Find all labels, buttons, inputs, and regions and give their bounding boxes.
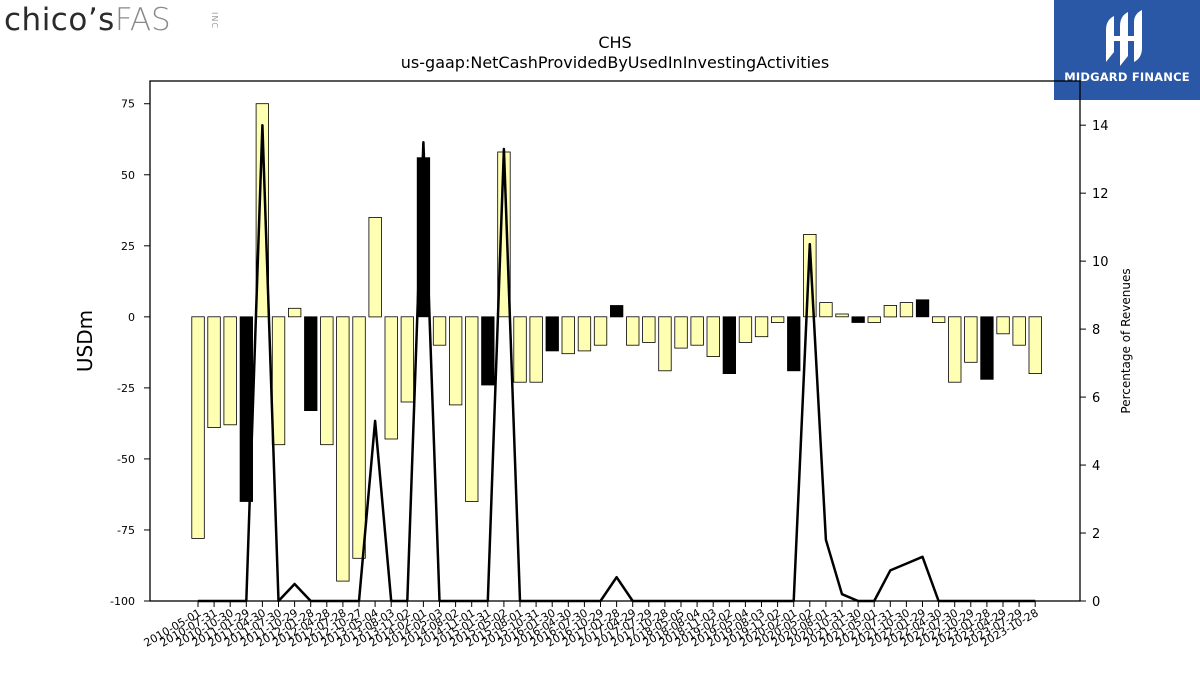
bar — [835, 313, 849, 318]
bar — [610, 305, 624, 318]
bar — [368, 216, 382, 318]
y-tick-label: 50 — [121, 169, 135, 182]
bar — [352, 316, 366, 559]
plot-frame — [149, 80, 1081, 602]
y-tick-label: -50 — [117, 453, 135, 466]
logo-brand-text: MIDGARD FINANCE — [1064, 70, 1190, 84]
y-tick-label: -100 — [110, 595, 135, 608]
bar — [626, 316, 640, 346]
logo-secondary-text: FAS — [114, 2, 171, 38]
bar — [642, 316, 656, 343]
bar — [787, 316, 801, 372]
bar — [1028, 316, 1042, 374]
bar — [481, 316, 495, 386]
bar — [754, 316, 769, 338]
bar — [336, 316, 350, 582]
bar — [674, 316, 688, 349]
bar — [948, 316, 962, 383]
midgard-finance-logo: MIDGARD FINANCE — [1054, 0, 1200, 100]
y-tick-label: 0 — [128, 311, 135, 324]
bar — [1012, 316, 1026, 346]
logo-suffix-text: INC — [210, 12, 219, 29]
y-tick-label: 75 — [121, 98, 135, 111]
bar — [915, 299, 930, 318]
bar — [384, 316, 398, 440]
bar — [658, 316, 672, 372]
bar — [207, 316, 221, 428]
bar — [577, 316, 592, 352]
bar — [980, 316, 994, 380]
y2-tick-label: 8 — [1092, 323, 1100, 338]
bar — [304, 316, 318, 411]
bar — [706, 316, 720, 357]
bar — [722, 316, 736, 374]
bar — [271, 316, 286, 446]
y2-tick-label: 6 — [1092, 391, 1100, 406]
bar — [513, 316, 527, 383]
bar — [223, 316, 237, 426]
bar — [738, 316, 753, 343]
midgard-mark-icon — [1106, 10, 1142, 66]
bar — [690, 316, 704, 346]
y2-tick-label: 12 — [1092, 187, 1109, 202]
bar — [883, 305, 897, 318]
logo-primary-text: chico’s — [4, 2, 115, 38]
y2-tick-label: 14 — [1092, 119, 1109, 134]
bar — [867, 316, 881, 323]
y-tick-label: -75 — [117, 524, 135, 537]
bar — [465, 316, 479, 502]
bar — [287, 307, 302, 318]
y-tick-label: 25 — [121, 240, 135, 253]
bar — [400, 316, 415, 403]
bar — [964, 316, 978, 363]
bar — [448, 316, 463, 406]
y2-tick-label: 10 — [1092, 255, 1109, 270]
bar — [191, 316, 205, 539]
bar — [545, 316, 559, 352]
y2-tick-label: 0 — [1092, 595, 1100, 610]
y-axis-label: USDm — [73, 310, 97, 372]
chart-subtitle: us-gaap:NetCashProvidedByUsedInInvesting… — [401, 53, 829, 72]
bar — [255, 103, 270, 318]
bar — [996, 316, 1010, 335]
bar — [432, 316, 447, 346]
y2-axis-label: Percentage of Revenues — [1119, 268, 1133, 413]
bar — [320, 316, 334, 446]
bar — [899, 302, 914, 318]
bar — [851, 316, 865, 323]
y2-tick-label: 4 — [1092, 459, 1100, 474]
bar — [529, 316, 543, 383]
y2-tick-label: 2 — [1092, 527, 1100, 542]
bar — [561, 316, 575, 355]
chicos-fas-logo: chico’sFAS INC — [4, 2, 219, 38]
bar — [593, 316, 608, 346]
bar — [771, 316, 785, 323]
bar — [932, 316, 946, 323]
chart-title: CHS — [598, 33, 631, 52]
y-tick-label: -25 — [117, 382, 135, 395]
bar — [819, 302, 833, 318]
